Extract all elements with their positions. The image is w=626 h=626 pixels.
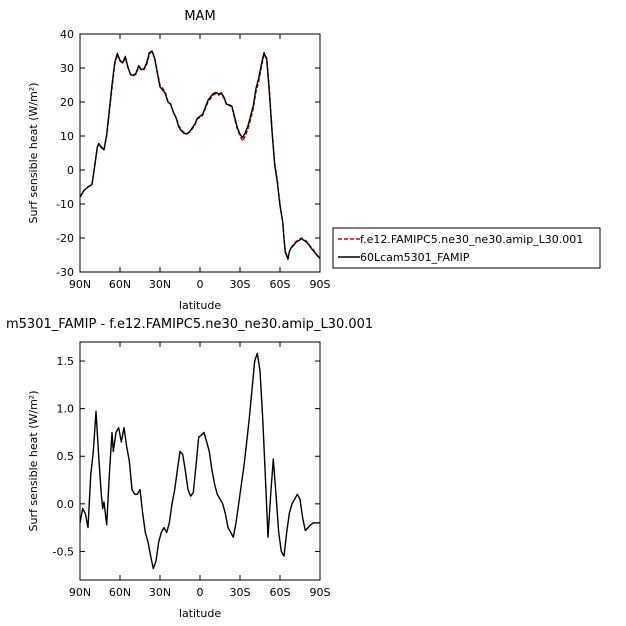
plot-frame-top <box>79 33 321 273</box>
ytick-label-bottom-2: 0.5 <box>57 450 75 463</box>
yaxis-label-bottom: Surf sensible heat (W/m²) <box>27 391 40 532</box>
ytick-label-top-6: 30 <box>60 62 74 75</box>
xtick-label-bottom-1: 60N <box>109 586 131 599</box>
chart-title-bottom: m5301_FAMIP - f.e12.FAMIPC5.ne30_ne30.am… <box>6 317 373 332</box>
legend-entry-0: f.e12.FAMIPC5.ne30_ne30.amip_L30.001 <box>360 233 583 246</box>
chart-title-top: MAM <box>184 9 215 24</box>
ytick-label-top-2: -10 <box>56 198 74 211</box>
legend: f.e12.FAMIPC5.ne30_ne30.amip_L30.001 60L… <box>332 227 601 269</box>
xtick-label-bottom-4: 30S <box>230 586 251 599</box>
xaxis-label-bottom: latitude <box>179 607 221 620</box>
xtick-label-top-4: 30S <box>230 278 251 291</box>
series-line-top-0 <box>79 50 321 260</box>
xaxis-label-top: latitude <box>179 299 221 312</box>
ticks-bottom: 90N 60N 30N 0 30S 60S 90S -0.5 0.0 0.5 1.0 1.5 <box>53 342 331 599</box>
xtick-label-bottom-5: 60S <box>270 586 291 599</box>
plot-frame-bottom <box>79 341 321 581</box>
panel-bottom: m5301_FAMIP - f.e12.FAMIPC5.ne30_ne30.am… <box>6 317 373 620</box>
xtick-label-top-3: 0 <box>197 278 204 291</box>
panel-top: MAM 90N 60N 30N 0 30S 60S 90S -30 -20 -10 0 10 20 30 4… <box>27 9 331 312</box>
series-bottom <box>79 352 320 570</box>
xtick-label-top-1: 60N <box>109 278 131 291</box>
ytick-label-top-3: 0 <box>67 164 74 177</box>
series-line-top-1 <box>79 50 321 260</box>
xtick-label-bottom-3: 0 <box>197 586 204 599</box>
xtick-label-bottom-0: 90N <box>69 586 91 599</box>
ytick-label-bottom-1: 0.0 <box>57 498 75 511</box>
series-line-bottom-0 <box>79 352 320 570</box>
xtick-label-bottom-6: 90S <box>310 586 331 599</box>
ticks-top: 90N 60N 30N 0 30S 60S 90S -30 -20 -10 0 10 20 30 40 <box>56 28 330 291</box>
ytick-label-top-1: -20 <box>56 232 74 245</box>
ytick-label-top-7: 40 <box>60 28 74 41</box>
ytick-label-top-4: 10 <box>60 130 74 143</box>
xtick-label-bottom-2: 30N <box>149 586 171 599</box>
ytick-label-top-5: 20 <box>60 96 74 109</box>
yaxis-label-top: Surf sensible heat (W/m²) <box>27 83 40 224</box>
xtick-label-top-6: 90S <box>310 278 331 291</box>
legend-entry-1: 60Lcam5301_FAMIP <box>360 251 470 264</box>
ytick-label-top-0: -30 <box>56 266 74 279</box>
xtick-label-top-0: 90N <box>69 278 91 291</box>
series-top <box>79 50 321 260</box>
ytick-label-bottom-4: 1.5 <box>57 355 75 368</box>
ytick-label-bottom-3: 1.0 <box>57 403 75 416</box>
xtick-label-top-2: 30N <box>149 278 171 291</box>
xtick-label-top-5: 60S <box>270 278 291 291</box>
ytick-label-bottom-0: -0.5 <box>53 545 74 558</box>
legend-box <box>332 227 601 269</box>
